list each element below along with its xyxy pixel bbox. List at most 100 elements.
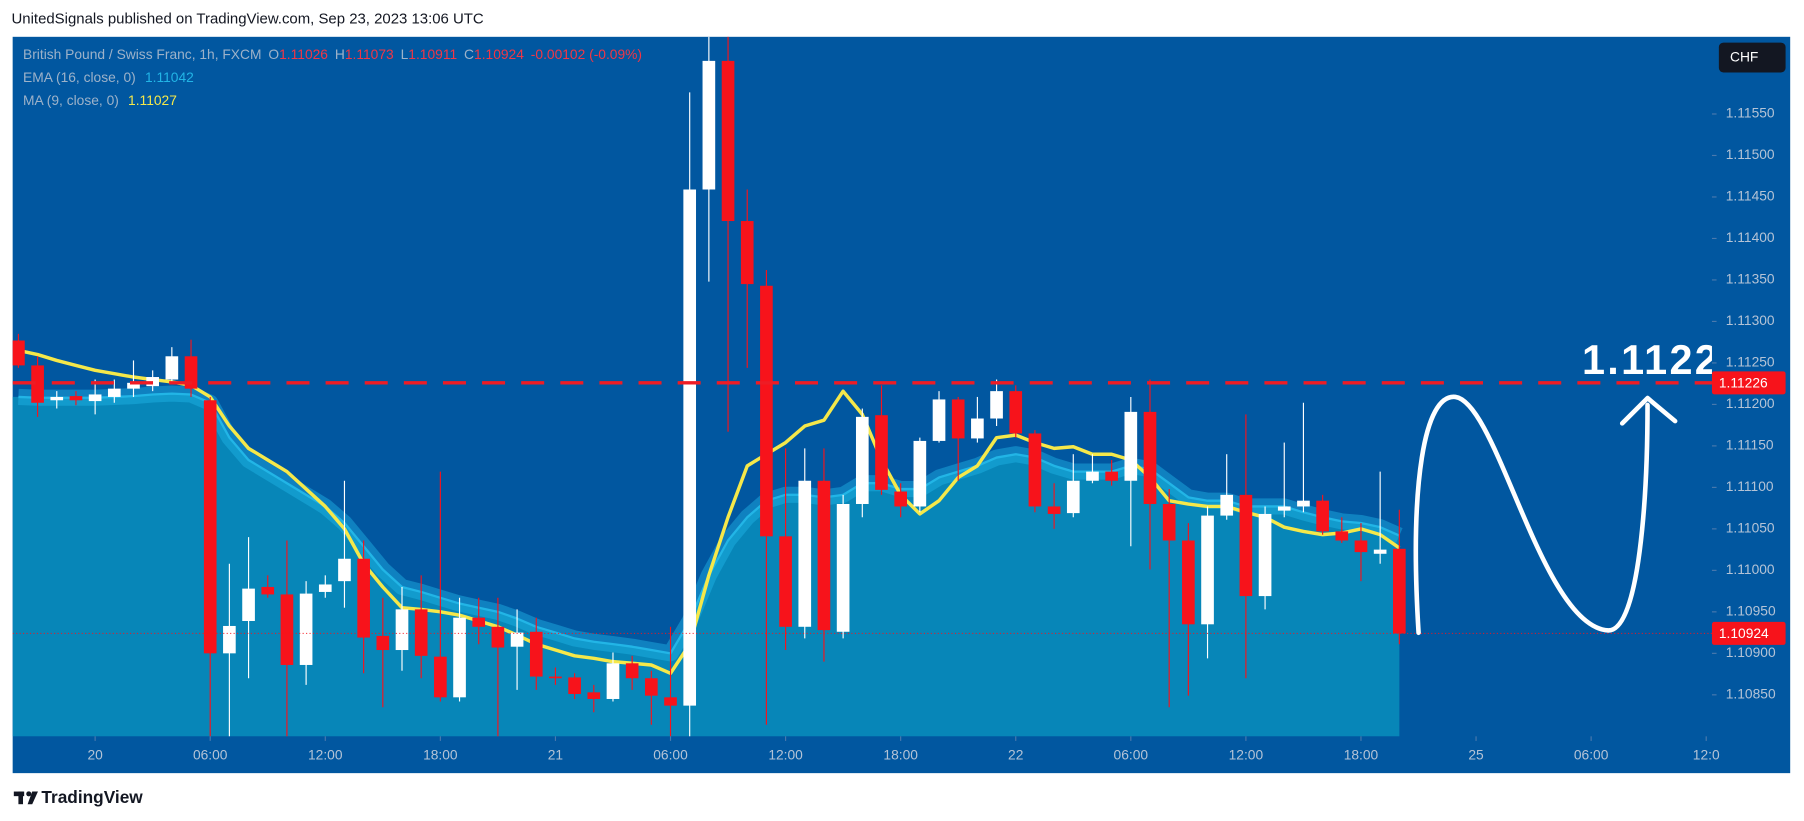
y-tick-label: 1.11450 bbox=[1726, 189, 1775, 204]
candle bbox=[664, 626, 677, 737]
candle bbox=[280, 540, 294, 737]
y-tick-label: 1.11250 bbox=[1726, 355, 1775, 370]
candle bbox=[1393, 509, 1406, 645]
candle-body bbox=[1047, 506, 1061, 514]
x-tick-label: 12:00 bbox=[308, 748, 343, 763]
candle bbox=[1220, 454, 1234, 520]
candle-body bbox=[280, 594, 294, 665]
candle-body bbox=[1009, 391, 1023, 434]
candle-body bbox=[568, 677, 581, 695]
candle-body bbox=[894, 491, 907, 507]
price-badge bbox=[1711, 621, 1786, 645]
y-tick-label: 1.11500 bbox=[1726, 147, 1775, 162]
candle bbox=[434, 471, 447, 702]
candle bbox=[453, 597, 466, 702]
candle-body bbox=[740, 221, 754, 285]
candle-body bbox=[127, 382, 140, 389]
candle-body bbox=[1182, 540, 1195, 625]
candle bbox=[1124, 396, 1138, 547]
candle-body bbox=[1373, 549, 1387, 554]
candle bbox=[1373, 471, 1387, 564]
candle-body bbox=[242, 588, 255, 621]
candle bbox=[913, 437, 927, 513]
candle bbox=[1028, 430, 1042, 513]
candle-body bbox=[203, 400, 217, 654]
candle bbox=[50, 391, 64, 409]
candle bbox=[491, 597, 505, 737]
x-tick-label: 21 bbox=[548, 748, 563, 763]
candle-body bbox=[472, 617, 486, 627]
candle bbox=[1354, 523, 1368, 582]
candle-body bbox=[645, 678, 658, 696]
candle-body bbox=[913, 440, 927, 507]
candle-body bbox=[971, 418, 984, 439]
candle-body bbox=[338, 558, 351, 582]
candle bbox=[836, 494, 850, 639]
candle bbox=[971, 396, 984, 443]
candle bbox=[1258, 506, 1272, 610]
candle-body bbox=[932, 399, 946, 441]
candle-body bbox=[587, 692, 601, 699]
candle-body bbox=[1201, 515, 1214, 625]
candle-body bbox=[395, 609, 409, 651]
candle bbox=[1316, 494, 1329, 535]
candle bbox=[740, 189, 754, 368]
legend-value: 1.10911 bbox=[408, 47, 457, 62]
candle-body bbox=[1316, 500, 1329, 532]
candle bbox=[69, 391, 83, 406]
candle-body bbox=[1277, 506, 1291, 511]
x-tick-label: 06:00 bbox=[1574, 748, 1609, 763]
y-tick-label: 1.11550 bbox=[1726, 106, 1775, 121]
price-badge-label: 1.11226 bbox=[1719, 376, 1768, 391]
candle-body bbox=[184, 356, 198, 389]
candle bbox=[414, 575, 428, 679]
candle bbox=[549, 667, 562, 685]
candle-body bbox=[31, 365, 44, 403]
candle bbox=[894, 483, 907, 518]
y-tick-label: 1.11350 bbox=[1726, 272, 1775, 287]
candle-body bbox=[1297, 500, 1310, 507]
candle bbox=[1143, 379, 1157, 570]
candle bbox=[683, 92, 697, 737]
attribution: UnitedSignals published on TradingView.c… bbox=[12, 11, 484, 28]
candle bbox=[1277, 442, 1291, 518]
candle bbox=[760, 269, 773, 725]
candle bbox=[606, 652, 620, 702]
candle-body bbox=[721, 60, 735, 222]
candle-body bbox=[875, 415, 888, 490]
footer-brand: TradingView bbox=[41, 787, 143, 807]
x-tick-label: 12:00 bbox=[768, 748, 803, 763]
candle-body bbox=[529, 631, 543, 677]
x-tick-label: 18:00 bbox=[883, 748, 918, 763]
candle-body bbox=[836, 503, 850, 632]
y-tick-label: 1.11200 bbox=[1726, 396, 1775, 411]
candle-body bbox=[1258, 513, 1272, 597]
candle bbox=[376, 597, 390, 708]
candle bbox=[1297, 402, 1310, 513]
candle-body bbox=[1105, 471, 1118, 481]
x-tick-label: 25 bbox=[1468, 748, 1484, 763]
candle-body bbox=[817, 480, 831, 631]
candle bbox=[932, 391, 946, 443]
candle-body bbox=[990, 391, 1003, 419]
candle bbox=[990, 379, 1003, 426]
candle-body bbox=[50, 396, 64, 401]
x-tick-label: 12:00 bbox=[1229, 748, 1264, 763]
candle-body bbox=[702, 60, 716, 190]
legend-key: L bbox=[401, 47, 409, 62]
candle bbox=[107, 379, 121, 403]
legend-value: 1.11073 bbox=[345, 47, 394, 62]
candle bbox=[165, 347, 179, 383]
candle-body bbox=[299, 593, 313, 665]
y-tick-label: 1.10850 bbox=[1726, 686, 1776, 701]
legend-value: 1.10924 bbox=[474, 47, 524, 62]
candle bbox=[318, 575, 332, 598]
candle-body bbox=[798, 480, 812, 627]
candle bbox=[242, 537, 255, 679]
projection-curve bbox=[1413, 394, 1650, 636]
candle bbox=[645, 670, 658, 725]
candle-body bbox=[779, 536, 792, 627]
candle-body bbox=[223, 625, 236, 654]
ema-area bbox=[12, 393, 1400, 737]
